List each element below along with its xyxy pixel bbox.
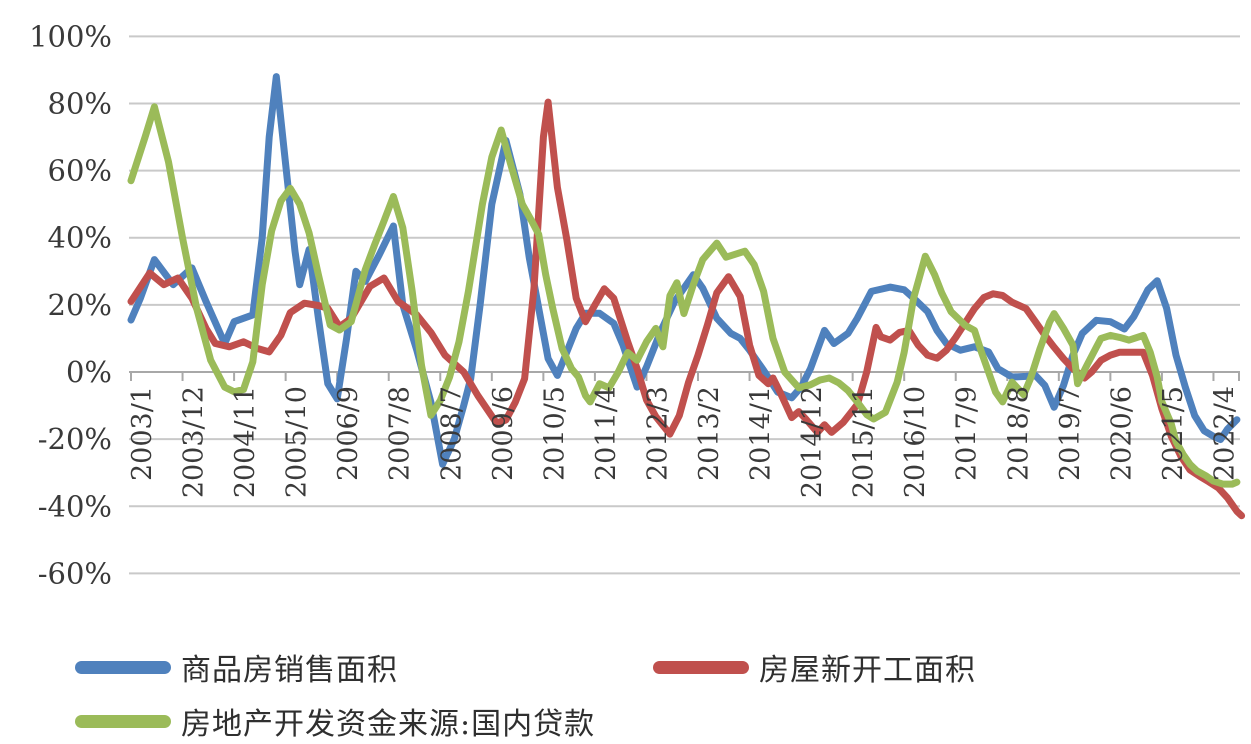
- y-axis-label: 100%: [29, 19, 112, 53]
- y-axis-label: 0%: [66, 355, 112, 389]
- x-axis-label: 2014/12: [797, 386, 828, 498]
- legend-label-domestic-loans: 房地产开发资金来源:国内贷款: [181, 707, 596, 742]
- legend-item-domestic-loans: 房地产开发资金来源:国内贷款: [75, 699, 595, 743]
- y-axis-label: 20%: [48, 288, 112, 322]
- x-axis-label: 2003/12: [179, 386, 210, 498]
- legend-item-sales-area: 商品房销售面积: [75, 645, 398, 689]
- x-axis-label: 2021/5: [1158, 386, 1189, 481]
- y-axis-label: -20%: [38, 422, 112, 456]
- x-axis-label: 2017/9: [952, 386, 983, 481]
- x-axis-label: 2015/11: [849, 386, 880, 498]
- y-axis-label: -60%: [38, 556, 112, 590]
- x-axis-label: 2016/10: [900, 386, 931, 498]
- legend-item-new-starts: 房屋新开工面积: [653, 645, 976, 689]
- series-line-2: [127, 103, 1241, 488]
- y-axis-label: 80%: [48, 86, 112, 120]
- x-axis-label: 2019/7: [1055, 386, 1086, 481]
- x-axis-label: 2010/5: [539, 386, 570, 481]
- x-axis-label: 2014/1: [746, 386, 777, 481]
- x-axis-labels: 2003/1 2003/12 2004/11 2005/10 2006/9 2007/8 2…: [127, 386, 1240, 498]
- x-axis-label: 2009/6: [488, 386, 519, 481]
- x-axis-label: 2007/8: [385, 386, 416, 481]
- x-axis-label: 2004/11: [230, 386, 261, 498]
- y-axis-label: 40%: [48, 221, 112, 255]
- x-axis-label: 2013/2: [694, 386, 725, 481]
- x-axis-label: 2008/7: [436, 386, 467, 481]
- x-axis-label: 2011/4: [591, 386, 622, 481]
- x-axis: [129, 371, 1240, 381]
- y-axis-label: -40%: [38, 489, 112, 523]
- x-axis-label: 2005/10: [282, 386, 313, 498]
- legend-swatch-new-starts: [653, 660, 749, 674]
- legend-label-new-starts: 房屋新开工面积: [759, 653, 976, 688]
- x-axis-label: 2018/8: [1003, 386, 1034, 481]
- x-axis-label: 2006/9: [333, 386, 364, 481]
- series-lines: [127, 73, 1246, 520]
- legend-swatch-domestic-loans: [75, 714, 171, 728]
- legend-label-sales-area: 商品房销售面积: [181, 653, 398, 688]
- x-axis-label: 2003/1: [127, 386, 158, 481]
- y-axis-labels: 100% 80% 60% 40% 20% 0% -20% -40% -60%: [29, 19, 112, 590]
- legend-swatch-sales-area: [75, 660, 171, 674]
- y-axis-label: 60%: [48, 154, 112, 188]
- x-axis-label: 2020/6: [1106, 386, 1137, 481]
- x-axis-label: 2022/4: [1209, 386, 1240, 481]
- x-axis-label: 2012/3: [642, 386, 673, 481]
